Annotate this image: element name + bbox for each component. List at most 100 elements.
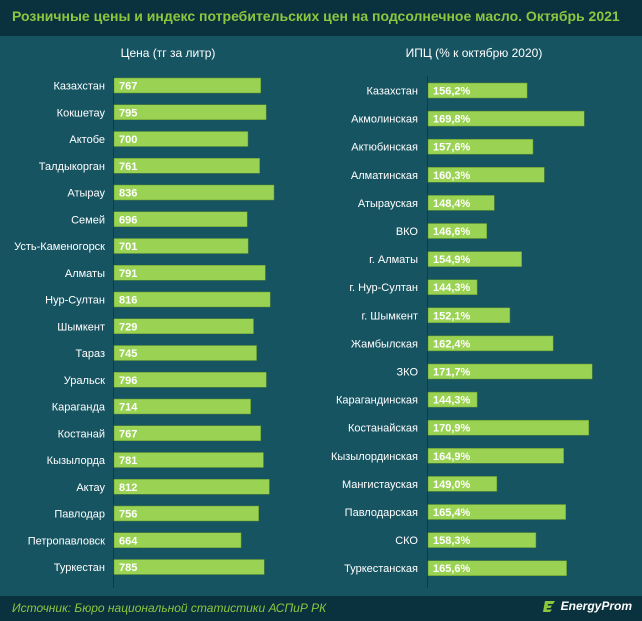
left-category-label: Казахстан [53, 81, 105, 93]
left-bars-group: Казахстан 767 Кокшетау 795 Актобе 700 Талдыкор… [14, 77, 275, 575]
left-category-label: Кызылорда [47, 455, 106, 467]
right-value-label: 165,6% [433, 563, 471, 575]
left-category-label: Уральск [64, 375, 105, 387]
right-value-label: 144,3% [433, 282, 471, 294]
left-bar [113, 372, 267, 388]
logo-text: EnergyProm [560, 599, 632, 613]
right-value-label: 169,8% [433, 114, 471, 126]
chart-area: Цена (тг за литр) ИПЦ (% к октябрю 2020)… [0, 36, 642, 596]
left-category-label: Павлодар [54, 509, 105, 521]
footer: Источник: Бюро национальной статистики А… [0, 596, 642, 621]
right-category-label: ВКО [396, 226, 419, 238]
right-value-label: 144,3% [433, 395, 471, 407]
right-category-label: ЗКО [397, 367, 419, 379]
left-category-label: Усть-Каменогорск [14, 241, 105, 253]
right-value-label: 170,9% [433, 423, 471, 435]
left-value-label: 785 [119, 562, 137, 574]
right-category-label: г. Нур-Султан [349, 282, 418, 294]
left-category-label: Костанай [58, 428, 105, 440]
right-bar [427, 419, 590, 436]
left-bar [113, 505, 259, 522]
right-category-label: Актюбинская [351, 142, 418, 154]
right-chart-header: ИПЦ (% к октябрю 2020) [406, 46, 543, 60]
left-value-label: 767 [119, 81, 137, 93]
left-category-label: Тараз [76, 348, 106, 360]
right-value-label: 162,4% [433, 338, 471, 350]
right-value-label: 152,1% [433, 310, 471, 322]
right-bar [427, 448, 564, 464]
left-value-label: 816 [119, 295, 137, 307]
left-category-label: Туркестан [54, 562, 105, 574]
left-value-label: 795 [119, 107, 137, 119]
right-bar [427, 532, 537, 548]
right-bar [427, 251, 522, 267]
right-bar [427, 195, 495, 211]
right-bar [427, 391, 478, 408]
logo-icon [542, 601, 555, 612]
left-value-label: 781 [119, 455, 137, 467]
right-bar [427, 363, 593, 380]
right-bar [427, 167, 545, 183]
left-bar [113, 104, 267, 120]
right-category-label: Атырауская [358, 198, 418, 210]
left-bar [113, 452, 264, 468]
left-category-label: Шымкент [57, 321, 105, 333]
right-value-label: 157,6% [433, 142, 471, 154]
left-category-label: Актобе [69, 134, 105, 146]
right-category-label: Кызылординская [331, 451, 418, 463]
left-bar [113, 425, 262, 441]
left-bar [113, 291, 271, 308]
right-category-label: г. Шымкент [362, 310, 419, 322]
left-value-label: 729 [119, 321, 137, 333]
left-bar [113, 479, 270, 495]
right-category-label: Алматинская [351, 170, 418, 182]
left-category-label: Актау [76, 482, 105, 494]
right-bar [427, 223, 488, 239]
left-value-label: 761 [119, 161, 137, 173]
left-bar [113, 398, 251, 415]
left-value-label: 700 [119, 134, 137, 146]
left-bar [113, 184, 275, 201]
right-category-label: Казахстан [366, 86, 418, 98]
right-category-label: Жамбылская [351, 338, 418, 350]
right-value-label: 146,6% [433, 226, 471, 238]
left-bar [113, 559, 265, 575]
right-bar [427, 335, 554, 352]
left-value-label: 696 [119, 214, 137, 226]
left-bar [113, 318, 254, 334]
right-value-label: 158,3% [433, 535, 471, 547]
right-category-label: Карагандинская [336, 395, 418, 407]
left-category-label: Караганда [52, 402, 106, 414]
right-bar [427, 82, 528, 99]
right-value-label: 171,7% [433, 367, 471, 379]
charts-svg: Цена (тг за литр) ИПЦ (% к октябрю 2020)… [14, 46, 593, 588]
left-value-label: 812 [119, 482, 137, 494]
left-bar [113, 238, 249, 254]
right-value-label: 156,2% [433, 86, 471, 98]
right-category-label: Мангистауская [342, 479, 418, 491]
right-bars-group: Казахстан 156,2% Акмолинская 169,8% Актюбинс… [331, 82, 593, 576]
right-bar [427, 279, 478, 295]
left-category-label: Атырау [67, 188, 105, 200]
right-value-label: 164,9% [433, 451, 471, 463]
right-category-label: г. Алматы [369, 254, 418, 266]
left-value-label: 791 [119, 268, 137, 280]
right-category-label: Туркестанская [344, 563, 418, 575]
right-bar [427, 307, 511, 324]
right-bar [427, 504, 567, 520]
left-category-label: Нур-Султан [45, 295, 105, 307]
brand-logo: EnergyProm [542, 599, 632, 613]
left-chart-header: Цена (тг за литр) [121, 46, 216, 60]
right-bar [427, 476, 498, 492]
left-bar [113, 345, 257, 361]
right-bar [427, 138, 534, 155]
left-value-label: 745 [119, 348, 137, 360]
left-category-label: Семей [71, 214, 105, 226]
left-value-label: 664 [119, 535, 138, 547]
source-note: Источник: Бюро национальной статистики А… [12, 601, 327, 615]
left-bar [113, 158, 260, 174]
left-value-label: 796 [119, 375, 137, 387]
title-bar: Розничные цены и индекс потребительских … [0, 0, 642, 36]
left-value-label: 756 [119, 509, 137, 521]
